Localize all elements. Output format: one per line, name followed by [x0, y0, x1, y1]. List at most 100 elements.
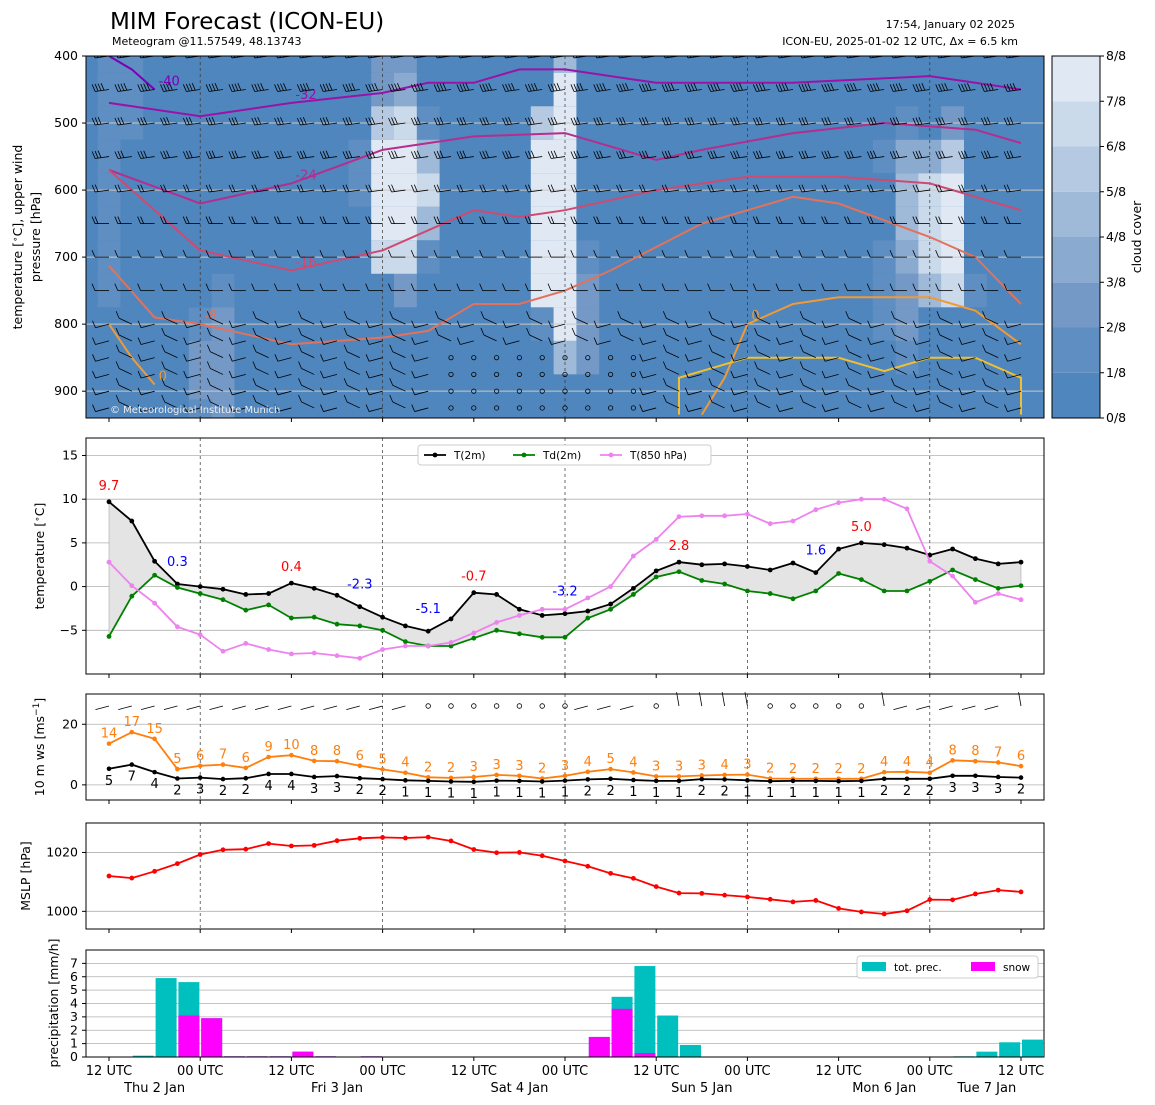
- td2m-series-point: [494, 627, 499, 633]
- cloud-cell: [97, 56, 121, 73]
- wind-barb-flag: [798, 283, 803, 291]
- temperature-tick-label: −5: [60, 622, 78, 637]
- calm-wind-circle: [493, 703, 500, 709]
- gust-value-label: 6: [242, 751, 250, 766]
- wind-barb-flag: [776, 387, 780, 395]
- wind-barb-flag: [869, 184, 874, 192]
- wind-barb-flag: [252, 327, 257, 336]
- wind-barb-flag: [866, 249, 871, 258]
- wind-barb-flag: [1004, 370, 1008, 379]
- gust-value-label: 3: [515, 759, 523, 774]
- wind-barb-flag: [389, 378, 394, 386]
- gust-value-label: 6: [1017, 749, 1025, 764]
- wind-barb-flag: [639, 387, 644, 395]
- wind-barb-flag: [163, 150, 167, 159]
- wind-barb-flag: [821, 117, 826, 126]
- precip-tick-label: 3: [70, 1009, 78, 1024]
- cloud-cell: [781, 273, 805, 308]
- wind-barb-flag: [459, 117, 464, 125]
- wind-barb-staff: [186, 156, 201, 159]
- wind-barb-flag: [1009, 116, 1014, 125]
- cloud-cell: [1009, 72, 1033, 107]
- wind-barb-flag: [616, 249, 620, 258]
- wind-barb-flag: [410, 84, 415, 92]
- wind-barb-staff: [1018, 692, 1022, 707]
- t2m-series-point: [243, 592, 249, 597]
- mean-wind-value-label: 3: [994, 782, 1002, 797]
- wind-barb-flag: [958, 184, 962, 193]
- wind-barb-flag: [804, 116, 809, 125]
- wind-barb-flag: [844, 117, 848, 126]
- wind-barb-flag: [938, 83, 943, 92]
- wind-barb-staff: [894, 317, 908, 325]
- extremum-label: -2.3: [347, 578, 372, 593]
- wind-barb-flag: [182, 117, 187, 126]
- colorbar-tick-label: 2/8: [1106, 320, 1126, 335]
- cloud-cell: [758, 56, 783, 73]
- wind-barb-flag: [616, 84, 620, 92]
- mslp-point: [995, 887, 1001, 893]
- wind-barb-flag: [479, 84, 484, 92]
- extremum-label: 0.4: [281, 560, 302, 575]
- wind-barb-flag: [92, 370, 96, 379]
- mslp-point: [494, 850, 499, 856]
- cloud-cell: [97, 206, 121, 241]
- chart-title: MIM Forecast (ICON-EU): [110, 9, 384, 35]
- gust-series-point: [699, 773, 705, 778]
- wind-barb-flag: [936, 361, 941, 369]
- td2m-series-point: [653, 574, 659, 580]
- wind-barb-flag: [231, 216, 236, 224]
- wind-barb-staff: [756, 89, 771, 92]
- cloud-cell: [439, 340, 463, 375]
- mean-wind-value-label: 1: [492, 786, 500, 801]
- wind-barb-staff: [894, 401, 908, 409]
- gust-value-label: 14: [101, 727, 118, 742]
- wind-barb-flag: [684, 404, 689, 412]
- wind-barb-flag: [325, 116, 330, 125]
- wind-barb-flag: [830, 83, 835, 91]
- wind-barb-flag: [799, 311, 804, 319]
- wind-barb-staff: [301, 401, 315, 409]
- t2m-series-point: [745, 564, 750, 569]
- wind-barb-flag: [1004, 404, 1008, 412]
- cloud-cell: [280, 139, 304, 174]
- wind-barb-staff: [824, 390, 839, 396]
- wind-barb-staff: [687, 122, 702, 126]
- cloud-cell: [667, 72, 691, 107]
- wind-barb-flag: [252, 344, 257, 352]
- wind-barb-staff: [802, 401, 816, 409]
- wind-barb-flag: [775, 117, 780, 126]
- wind-barb-flag: [661, 216, 666, 224]
- wind-barb-flag: [205, 117, 210, 126]
- gust-series-point: [311, 758, 317, 764]
- wind-barb-staff: [824, 122, 839, 126]
- wind-barb-flag: [456, 84, 461, 92]
- calm-wind-circle: [607, 388, 614, 394]
- wind-barb-flag: [1006, 83, 1011, 92]
- wind-barb-flag: [185, 184, 190, 192]
- cloud-cell: [804, 56, 828, 73]
- wind-barb-staff: [254, 156, 269, 159]
- wind-barb-staff: [164, 368, 178, 375]
- time-tick-label: 12 UTC: [268, 1064, 314, 1079]
- wind-barb-flag: [479, 249, 483, 258]
- wind-barb-flag: [595, 56, 598, 59]
- mslp-point: [403, 835, 408, 841]
- wind-barb-staff: [687, 156, 702, 159]
- wind-barb-flag: [661, 117, 666, 126]
- wind-barb-staff: [118, 384, 132, 392]
- wind-barb-staff: [642, 323, 657, 329]
- cloud-cell: [918, 206, 942, 241]
- isotherm-label: -16: [295, 256, 316, 271]
- wind-barb-flag: [411, 387, 416, 395]
- cloud-cell: [348, 206, 372, 241]
- calm-wind-circle: [630, 355, 637, 361]
- wind-barb-flag: [890, 361, 895, 369]
- wind-barb-flag: [479, 184, 484, 193]
- wind-barb-flag: [140, 184, 145, 192]
- wind-barb-flag: [576, 83, 581, 91]
- wind-barb-flag: [938, 184, 943, 192]
- wind-barb-flag: [397, 83, 401, 91]
- wind-barb-flag: [821, 216, 825, 224]
- wind-barb-flag: [687, 83, 692, 92]
